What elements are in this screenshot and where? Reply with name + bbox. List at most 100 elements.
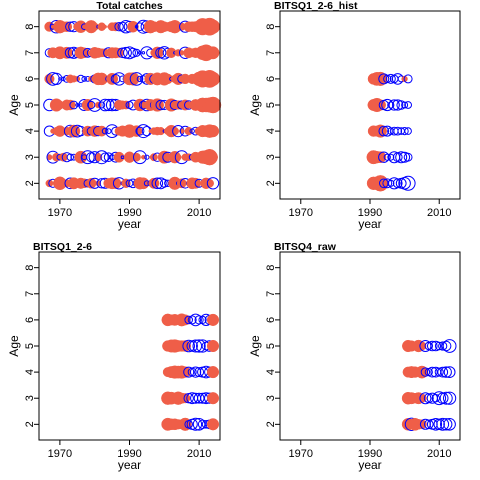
x-axis-label: year <box>118 458 141 472</box>
negative-residual-bubble <box>400 127 409 136</box>
negative-residual-bubble <box>429 418 443 431</box>
x-tick-label: 1990 <box>358 207 382 219</box>
y-tick-label: 7 <box>24 291 36 297</box>
x-tick-label: 1990 <box>117 207 141 219</box>
negative-residual-bubble <box>98 98 112 112</box>
x-axis-label: year <box>118 217 141 231</box>
positive-residual-bubble <box>206 339 220 353</box>
negative-residual-bubble <box>127 47 139 58</box>
x-tick-label: 2010 <box>187 448 211 460</box>
negative-residual-bubble <box>440 418 453 431</box>
y-tick-label: 5 <box>24 102 36 108</box>
positive-residual-bubble <box>137 177 150 190</box>
y-tick-label: 5 <box>265 102 277 108</box>
positive-residual-bubble <box>206 313 220 326</box>
negative-residual-bubble <box>430 340 442 352</box>
x-tick-label: 1970 <box>289 207 313 219</box>
negative-residual-bubble <box>182 339 195 353</box>
positive-residual-bubble <box>106 72 119 85</box>
y-tick-label: 6 <box>265 76 277 82</box>
y-tick-label: 6 <box>265 317 277 323</box>
chart-title: BITSQ1_2-6_hist <box>274 0 358 12</box>
y-tick-label: 7 <box>265 291 277 297</box>
positive-residual-bubble <box>206 366 220 379</box>
y-tick-label: 7 <box>24 50 36 56</box>
y-tick-label: 4 <box>24 128 36 134</box>
negative-residual-bubble <box>141 51 146 55</box>
negative-residual-bubble <box>69 100 79 110</box>
y-axis-label: Age <box>7 335 21 357</box>
negative-residual-bubble <box>381 125 393 137</box>
negative-residual-bubble <box>431 394 440 403</box>
negative-residual-bubble <box>403 152 413 162</box>
negative-residual-bubble <box>159 178 169 188</box>
negative-residual-bubble <box>120 46 132 59</box>
positive-residual-bubble <box>206 392 220 405</box>
negative-residual-bubble <box>439 391 453 405</box>
positive-residual-bubble <box>44 21 55 32</box>
x-axis-label: year <box>358 217 381 231</box>
positive-residual-bubble <box>373 71 388 86</box>
negative-residual-bubble <box>194 315 204 325</box>
chart-title: BITSQ4_raw <box>274 241 337 253</box>
negative-residual-bubble <box>383 74 392 84</box>
negative-residual-bubble <box>419 392 432 405</box>
negative-residual-bubble <box>436 392 449 405</box>
x-tick-label: 1970 <box>48 207 72 219</box>
negative-residual-bubble <box>133 150 147 165</box>
negative-residual-bubble <box>138 50 142 55</box>
negative-residual-bubble <box>189 313 202 327</box>
positive-residual-bubble <box>415 365 429 379</box>
y-tick-label: 6 <box>24 317 36 323</box>
negative-residual-bubble <box>441 340 452 352</box>
negative-residual-bubble <box>432 391 447 406</box>
negative-residual-bubble <box>76 74 85 84</box>
chart-panel-1: 1970 1990 2010 2 3 4 5 6 7 8 Total catches year Age <box>7 0 222 231</box>
negative-residual-bubble <box>123 46 136 60</box>
negative-residual-bubble <box>401 101 409 109</box>
negative-residual-bubble <box>427 340 438 352</box>
y-tick-label: 4 <box>265 369 277 375</box>
negative-residual-bubble <box>101 127 109 135</box>
positive-residual-bubble <box>417 419 427 430</box>
y-tick-label: 8 <box>265 24 277 30</box>
positive-residual-bubble <box>141 154 146 160</box>
negative-residual-bubble <box>135 22 145 32</box>
negative-residual-bubble <box>404 101 413 109</box>
positive-residual-bubble <box>94 153 103 162</box>
y-tick-label: 3 <box>265 154 277 160</box>
negative-residual-bubble <box>151 177 164 190</box>
positive-residual-bubble <box>132 152 141 162</box>
negative-residual-bubble <box>378 125 390 137</box>
negative-residual-bubble <box>387 179 395 187</box>
negative-residual-bubble <box>395 151 408 164</box>
negative-residual-bubble <box>378 73 390 85</box>
positive-residual-bubble <box>205 178 214 188</box>
negative-residual-bubble <box>117 21 128 32</box>
y-tick-label: 2 <box>265 180 277 186</box>
y-axis-label: Age <box>248 335 262 357</box>
negative-residual-bubble <box>187 315 197 325</box>
negative-residual-bubble <box>399 151 411 163</box>
negative-residual-bubble <box>385 73 396 84</box>
negative-residual-bubble <box>183 366 195 378</box>
positive-residual-bubble <box>206 418 220 431</box>
positive-residual-bubble <box>205 19 221 34</box>
y-axis-label: Age <box>248 94 262 116</box>
positive-residual-bubble <box>206 124 220 138</box>
y-axis-label: Age <box>7 94 21 116</box>
y-tick-label: 5 <box>24 343 36 349</box>
negative-residual-bubble <box>198 315 207 324</box>
positive-residual-bubble <box>109 177 122 189</box>
negative-residual-bubble <box>443 366 456 379</box>
negative-residual-bubble <box>388 177 401 190</box>
negative-residual-bubble <box>400 175 416 191</box>
negative-residual-bubble <box>135 126 145 136</box>
negative-residual-bubble <box>382 178 393 189</box>
negative-residual-bubble <box>192 339 206 353</box>
negative-residual-bubble <box>136 75 144 83</box>
y-tick-label: 8 <box>24 24 36 30</box>
